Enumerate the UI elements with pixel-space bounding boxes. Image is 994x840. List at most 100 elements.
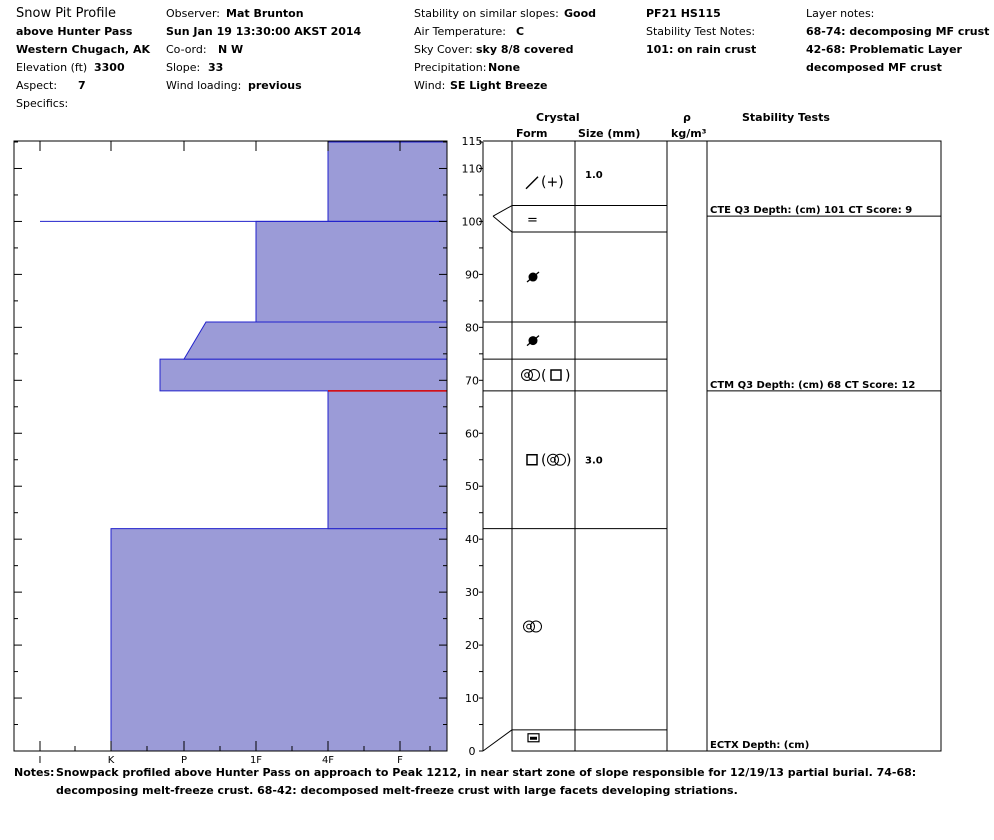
location: above Hunter Pass (16, 25, 133, 38)
air-temp-value: C (516, 25, 525, 38)
hardness-layer (159, 358, 448, 392)
y-tick-label: 80 (465, 321, 479, 334)
rounded-grain-symbol (526, 271, 540, 283)
x-tick-label: K (108, 755, 115, 766)
aspect-label: Aspect: (16, 79, 58, 92)
hardness-layer (327, 141, 448, 222)
paren-symbol: ) (566, 453, 571, 469)
y-tick-label: 10 (465, 692, 479, 705)
y-tick-label: 90 (465, 268, 479, 281)
observer-value: Mat Brunton (226, 7, 304, 20)
y-tick-label: 0 (469, 745, 476, 758)
crust-symbol (527, 733, 540, 743)
stability-label: Stability on similar slopes: (414, 7, 559, 20)
boundary-connector (492, 205, 513, 217)
layer-notes-label: Layer notes: (806, 7, 875, 20)
stability-notes-value: 101: on rain crust (646, 43, 757, 56)
wind-value: SE Light Breeze (450, 79, 548, 92)
paren-symbol: ( (541, 368, 546, 384)
slope-label: Slope: (166, 61, 201, 74)
form-header: Form (516, 127, 548, 140)
rounded-grain-symbol (526, 335, 540, 347)
y-tick-label: 20 (465, 639, 479, 652)
precipitation-symbol: (+) (541, 175, 564, 191)
hardness-layer (255, 220, 448, 323)
crystal-header: Crystal (536, 111, 580, 124)
x-tick-label: 4F (322, 755, 334, 766)
melt-form-symbol (523, 620, 535, 633)
melt-form-symbol (524, 372, 530, 378)
density-unit-header: kg/m³ (671, 127, 707, 140)
sky-cover-label: Sky Cover: (414, 43, 473, 56)
melt-form-symbol (526, 623, 532, 630)
y-tick-label: 110 (462, 162, 483, 175)
rho-header: ρ (683, 111, 691, 124)
aspect-value: 7 (78, 79, 86, 92)
pit-id: PF21 HS115 (646, 7, 721, 20)
x-tick-label: P (181, 755, 187, 766)
stability-test-label: ECTX Depth: (cm) (710, 740, 809, 751)
specifics-label: Specifics: (16, 97, 69, 110)
crust-symbol (530, 736, 537, 740)
boundary-connector (482, 729, 513, 752)
observer-label: Observer: (166, 7, 220, 20)
melt-form-symbol (528, 369, 540, 382)
wind-loading-label: Wind loading: (166, 79, 242, 92)
x-tick-label: 1F (250, 755, 262, 766)
grain-size: 3.0 (585, 456, 603, 467)
stability-notes-label: Stability Test Notes: (646, 25, 756, 38)
stability-column (706, 140, 942, 752)
facet-symbol (526, 453, 538, 466)
notes-section: Notes: Snowpack profiled above Hunter Pa… (14, 764, 974, 797)
page-title: Snow Pit Profile (16, 6, 117, 21)
layer-note: decomposed MF crust (806, 61, 942, 74)
observation-datetime: Sun Jan 19 13:30:00 AKST 2014 (166, 25, 362, 38)
air-temp-label: Air Temperature: (414, 25, 506, 38)
hardness-layer (183, 321, 448, 360)
x-tick-label: F (397, 755, 403, 766)
coord-value: N W (218, 43, 244, 56)
wind-loading-value: previous (248, 79, 302, 92)
y-tick-label: 70 (465, 374, 479, 387)
y-tick-label: 100 (462, 215, 483, 228)
mountain-range: Western Chugach, AK (16, 43, 150, 56)
decomposing-symbol (525, 176, 539, 190)
wind-label: Wind: (414, 79, 446, 92)
y-tick-label: 40 (465, 533, 479, 546)
melt-form-symbol (521, 369, 533, 382)
layer-note: 68-74: decomposing MF crust (806, 25, 990, 38)
hardness-layer (327, 390, 448, 530)
x-tick-label: I (39, 755, 42, 766)
melt-form-symbol (547, 453, 559, 466)
coord-label: Co-ord: (166, 43, 207, 56)
y-tick-label: 115 (462, 135, 483, 148)
notes-label: Notes: (14, 766, 55, 779)
melt-form-symbol (550, 456, 556, 463)
precipitation-label: Precipitation: (414, 61, 487, 74)
precipitation-value: None (488, 61, 521, 74)
paren-symbol: ) (565, 368, 570, 384)
stability-value: Good (564, 7, 597, 20)
boundary-connector (492, 215, 513, 233)
stability-tests-header: Stability Tests (742, 111, 830, 124)
hardness-layer (110, 528, 448, 752)
stability-test-label: CTM Q3 Depth: (cm) 68 CT Score: 12 (710, 380, 915, 391)
slope-value: 33 (208, 61, 224, 74)
melt-form-symbol (554, 453, 566, 466)
y-tick-label: 50 (465, 480, 479, 493)
y-tick-label: 60 (465, 427, 479, 440)
paren-symbol: ( (541, 453, 546, 469)
elevation-value: 3300 (94, 61, 125, 74)
melt-form-symbol (530, 620, 542, 633)
y-tick-label: 30 (465, 586, 479, 599)
stability-test-label: CTE Q3 Depth: (cm) 101 CT Score: 9 (710, 205, 912, 216)
sky-cover-value: sky 8/8 covered (476, 43, 574, 56)
layer-note: 42-68: Problematic Layer (806, 43, 962, 56)
grain-size: 1.0 (585, 170, 603, 181)
notes-text: Snowpack profiled above Hunter Pass on a… (56, 766, 917, 797)
size-header: Size (mm) (578, 127, 641, 140)
facet-symbol (550, 369, 562, 381)
density-column (666, 140, 708, 752)
hardness-plot-frame (13, 140, 448, 752)
